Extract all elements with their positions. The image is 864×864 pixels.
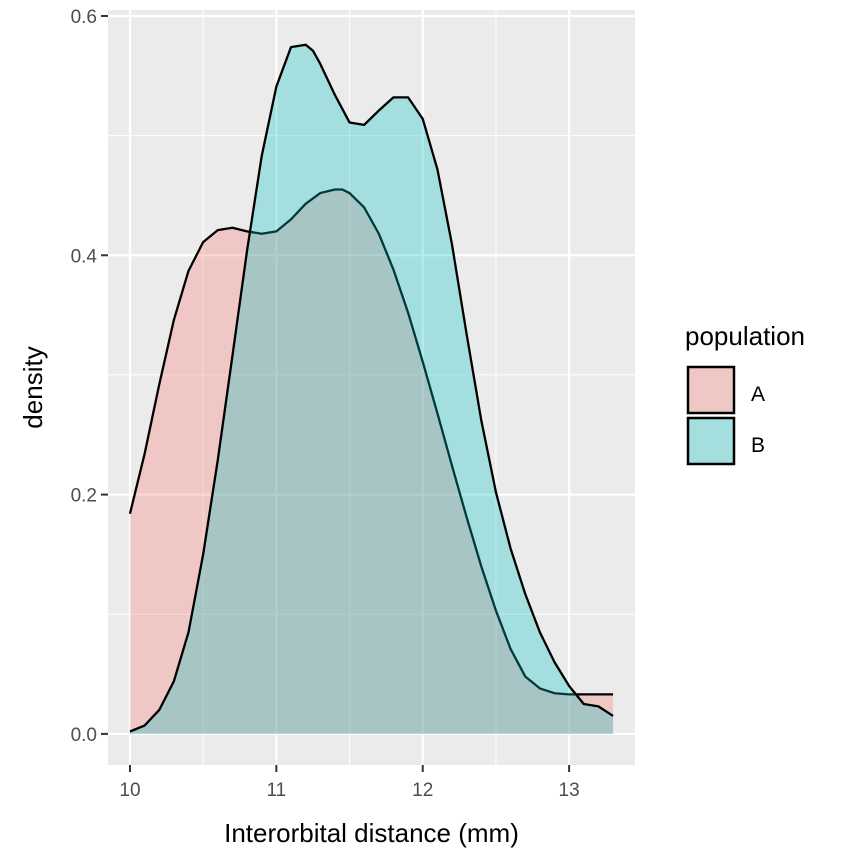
grid-major <box>108 10 635 765</box>
y-tick-label: 0.6 <box>71 7 97 28</box>
legend-label-a: A <box>751 383 765 406</box>
legend-key-bg-b <box>688 418 734 464</box>
legend-keys <box>686 365 736 466</box>
x-tick-label: 11 <box>266 780 286 801</box>
grid-minor <box>108 10 635 765</box>
y-axis: 0.0 0.2 0.4 0.6 <box>71 7 108 746</box>
y-tick-label: 0.0 <box>71 725 97 746</box>
y-tick-label: 0.4 <box>71 246 98 267</box>
legend-key-bg-a <box>688 367 734 413</box>
density-line-b <box>129 43 614 733</box>
x-tick-label: 12 <box>412 780 433 801</box>
density-area-a <box>129 189 614 734</box>
density-line-a <box>128 188 614 696</box>
x-tick-label: 10 <box>119 780 140 801</box>
legend-title: population <box>685 321 805 351</box>
legend-label-b: B <box>751 434 765 457</box>
y-tick-label: 0.2 <box>71 486 97 507</box>
density-series <box>128 43 614 734</box>
y-axis-title: density <box>18 346 48 428</box>
legend-key-b <box>686 416 736 466</box>
legend-key-a <box>686 365 736 415</box>
legend: population A B <box>685 321 805 466</box>
density-area-b <box>129 44 614 734</box>
x-tick-label: 13 <box>559 780 580 801</box>
x-axis: 10 11 12 13 <box>119 765 580 801</box>
x-axis-title: Interorbital distance (mm) <box>224 818 519 848</box>
